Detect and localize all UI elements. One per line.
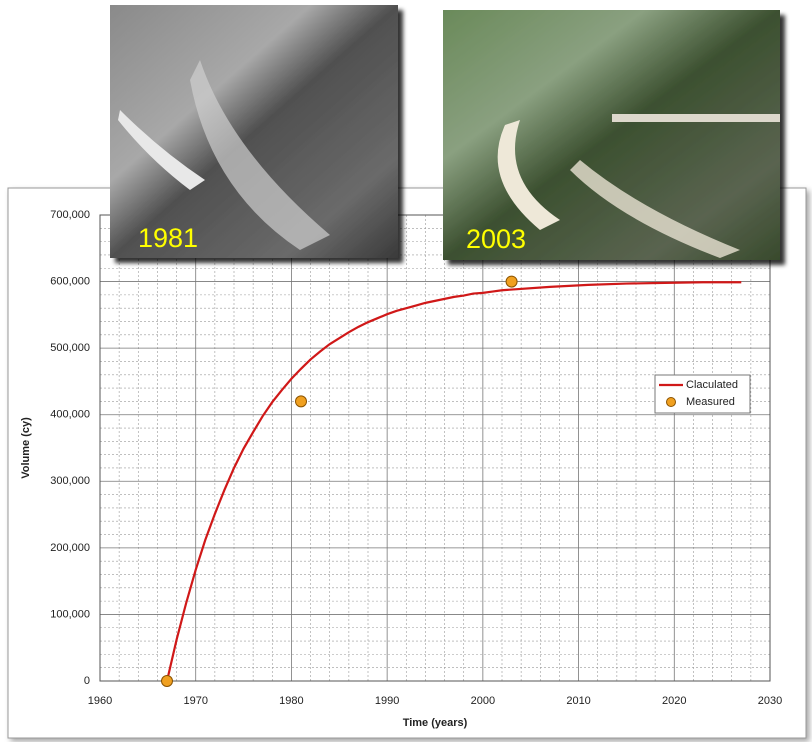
y-axis-label: Volume (cy) (20, 417, 32, 479)
y-tick-label: 200,000 (50, 542, 90, 554)
y-tick-label: 500,000 (50, 342, 90, 354)
x-axis-label: Time (years) (403, 717, 468, 729)
x-tick-label: 2030 (758, 695, 782, 707)
legend-label: Claculated (686, 379, 738, 391)
plot-background (100, 215, 770, 681)
legend-swatch (666, 397, 676, 407)
photo-caption: 1981 (138, 223, 198, 253)
y-tick-label: 600,000 (50, 275, 90, 287)
line (165, 281, 742, 682)
photo: 2003 (443, 10, 780, 260)
plot-area: 1960 1970 1980 1990 2000 2010 2020 2030 0 100,000… (20, 209, 782, 729)
x-tick-label: 2020 (662, 695, 686, 707)
x-tick-label: 1970 (183, 695, 207, 707)
photo: 1981 (110, 5, 398, 258)
legend-label: Measured (686, 396, 735, 408)
y-tick-label: 100,000 (50, 608, 90, 620)
x-tick-label: 2000 (471, 695, 495, 707)
y-tick-label: 0 (84, 675, 90, 687)
y-tick-label: 700,000 (50, 209, 90, 221)
plot-frame (99, 214, 771, 682)
x-tick-label: 1980 (279, 695, 303, 707)
x-tick-label: 1990 (375, 695, 399, 707)
photo-caption: 2003 (466, 224, 526, 254)
y-tick-label: 300,000 (50, 475, 90, 487)
point (161, 675, 173, 687)
x-tick-label: 2010 (566, 695, 590, 707)
y-tick-label: 400,000 (50, 409, 90, 421)
point (505, 275, 518, 288)
point (295, 395, 307, 408)
x-tick-label: 1960 (88, 695, 112, 707)
